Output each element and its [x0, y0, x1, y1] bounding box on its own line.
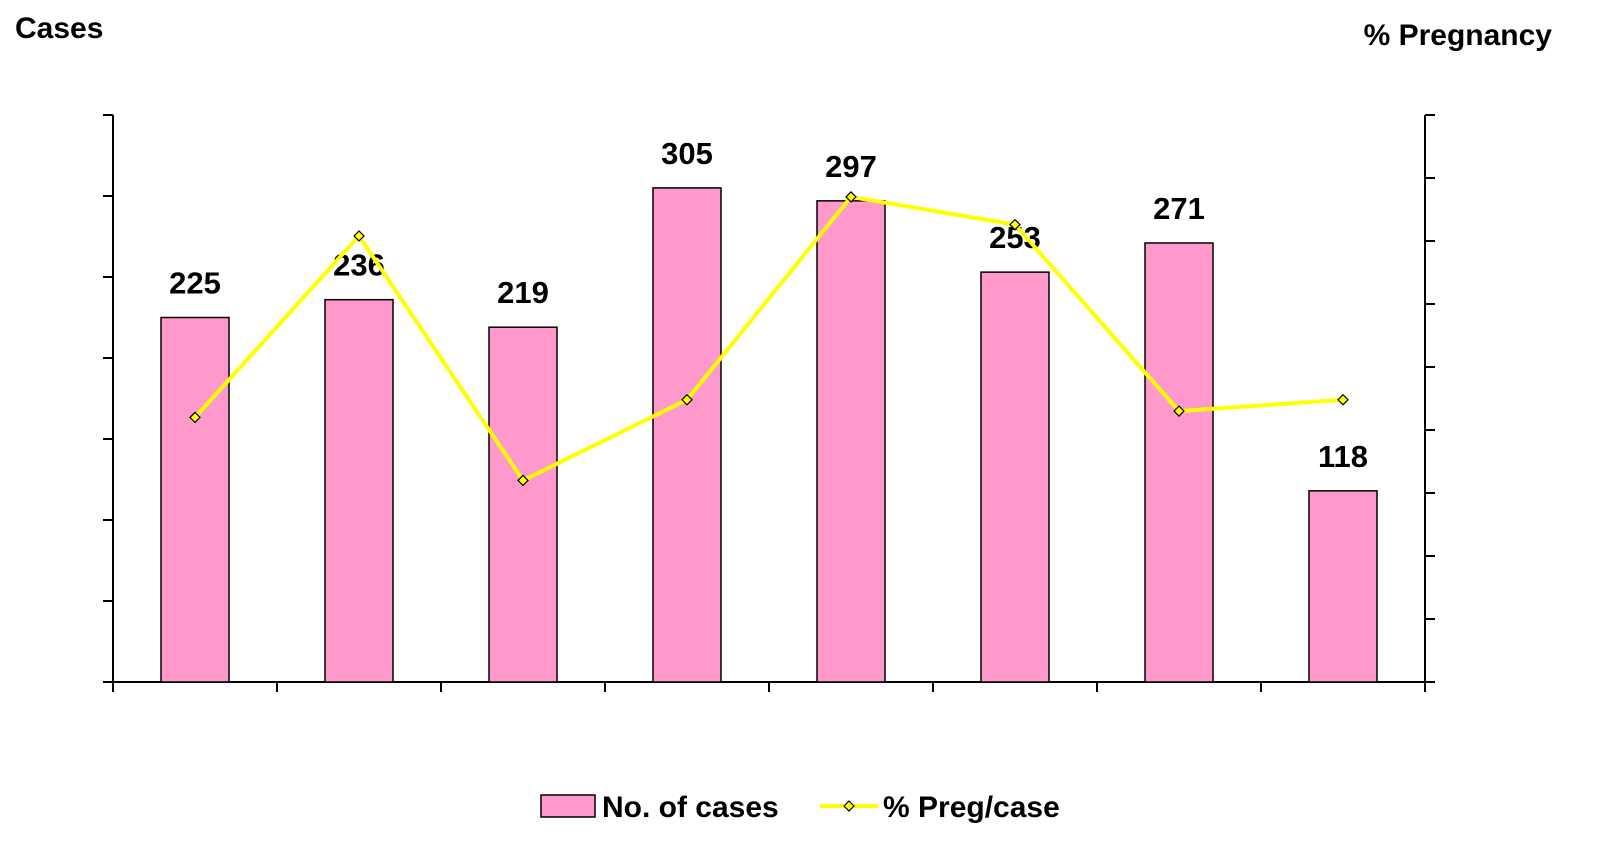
bar [160, 316, 230, 683]
bar [1308, 490, 1378, 683]
bar [652, 187, 722, 683]
marker [681, 393, 693, 406]
y2-axis-title: % Pregnancy [1364, 19, 1553, 52]
bar [816, 200, 886, 683]
marker [1173, 405, 1185, 417]
marker [1009, 218, 1021, 231]
data-label: 305 [661, 136, 713, 171]
data-label: 225 [169, 266, 221, 301]
bar [980, 271, 1050, 683]
data-label: 219 [497, 275, 549, 310]
legend-swatch [540, 794, 596, 818]
data-label: 118 [1318, 439, 1368, 474]
data-label: 297 [825, 149, 877, 184]
marker [1337, 393, 1349, 406]
data-label: 271 [1153, 191, 1205, 226]
marker [845, 191, 857, 203]
marker [189, 411, 201, 424]
legend-label: No. of cases [602, 791, 779, 824]
legend-marker [843, 800, 855, 812]
line [193, 194, 1344, 483]
bar [488, 326, 558, 683]
marker [353, 230, 365, 242]
y-axis-title: Cases [15, 12, 103, 45]
legend-label: % Preg/case [883, 791, 1060, 824]
bar [324, 298, 394, 683]
bar [1144, 242, 1214, 683]
marker [517, 474, 529, 487]
